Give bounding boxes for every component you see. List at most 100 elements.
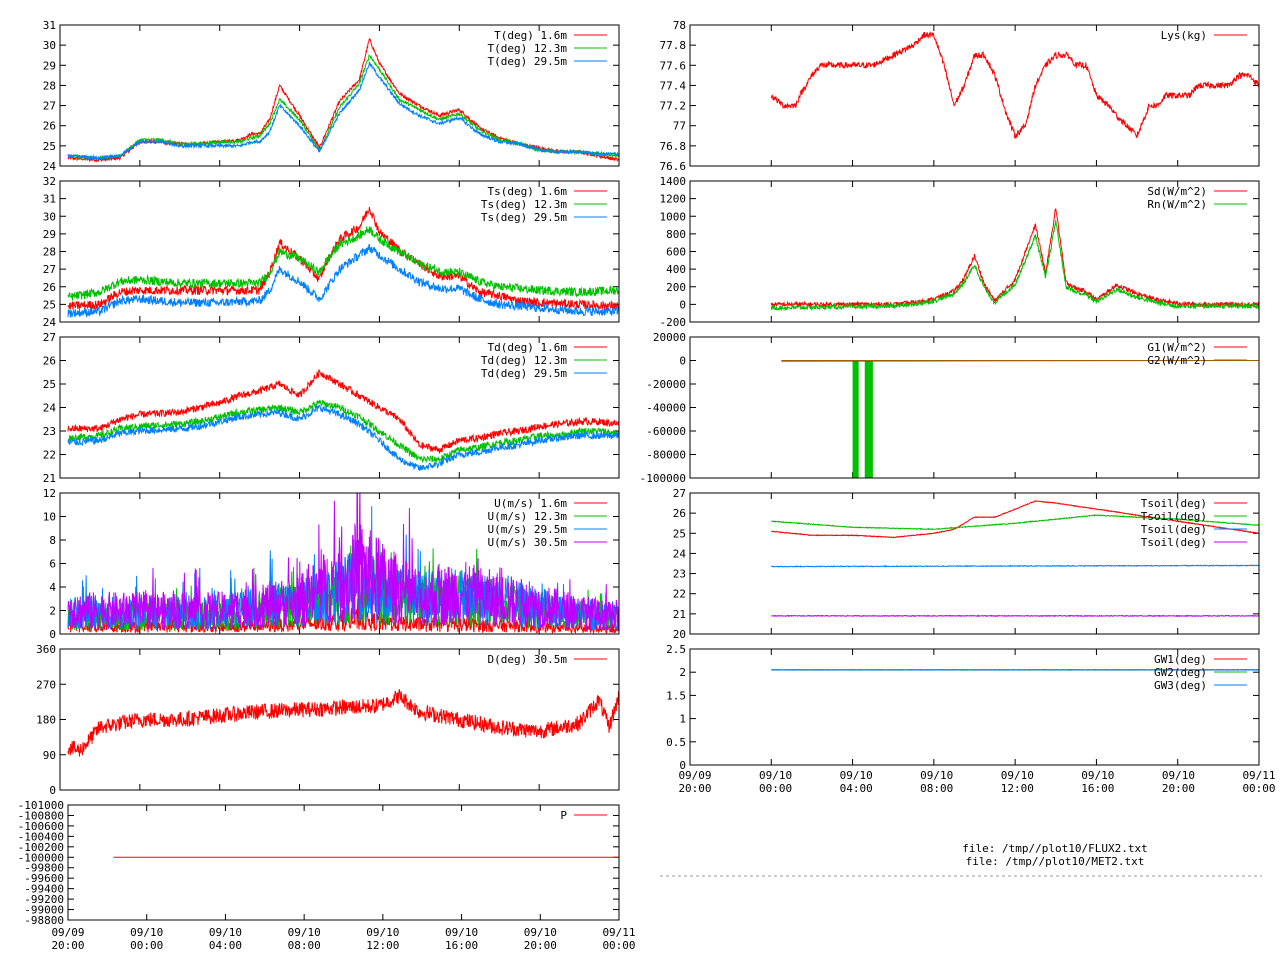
plot-area [770, 31, 1259, 139]
y-tick-label: 0 [679, 298, 686, 311]
legend-label: Td(deg) 29.5m [481, 367, 567, 380]
y-tick-label: 23 [43, 425, 56, 438]
chart-sd: -200 0 200 400 600 800 1000 1200 1400 Sd(W/m^2)Rn… [660, 175, 1260, 329]
y-tick-label: 24 [43, 402, 57, 415]
x-tick-time: 00:00 [1242, 782, 1275, 795]
y-tick-label: 400 [666, 263, 686, 276]
x-tick-date: 09/10 [920, 769, 953, 782]
x-tick-date: 09/10 [288, 926, 321, 939]
plot-area [770, 208, 1259, 312]
x-tick-time: 20:00 [678, 782, 711, 795]
plot-area [67, 207, 619, 319]
plot-area [67, 38, 619, 163]
x-tick-date: 09/09 [51, 926, 84, 939]
legend-label: Td(deg) 12.3m [481, 354, 567, 367]
series-line-sd-0 [770, 208, 1259, 309]
plot-frame [689, 648, 1260, 766]
legend-label: Rn(W/m^2) [1147, 198, 1207, 211]
x-tick-time: 04:00 [209, 939, 242, 952]
x-tick-time: 00:00 [602, 939, 635, 952]
legend-label: U(m/s) 12.3m [488, 510, 568, 523]
plot-frame [59, 492, 620, 635]
y-tick-label: -100800 [18, 809, 64, 822]
y-tick-label: 24 [673, 547, 687, 560]
x-tick-date: 09/10 [1081, 769, 1114, 782]
data-bar [864, 360, 873, 478]
y-tick-label: 20 [673, 628, 686, 641]
y-tick-label: 27 [43, 331, 56, 344]
series-line-tsoil-1 [770, 514, 1259, 531]
y-tick-label: 28 [43, 246, 56, 259]
chart-p: -98800-99000-99200-99400-99600-99800-100… [18, 799, 620, 927]
legend-label: G1(W/m^2) [1147, 341, 1207, 354]
y-tick-label: -100200 [18, 841, 64, 854]
series-line-gw-2 [771, 668, 1259, 671]
y-tick-label: 2 [49, 605, 56, 618]
legend-label: P [560, 809, 567, 822]
legend-label: Tsoil(deg) [1141, 536, 1207, 549]
series-line-sd-1 [770, 220, 1259, 312]
series-line-tsoil-2 [770, 564, 1259, 568]
plot-area [67, 493, 619, 634]
y-tick-label: 2 [679, 666, 686, 679]
y-tick-label: 77.2 [660, 100, 687, 113]
x-tick-time: 12:00 [1001, 782, 1034, 795]
y-tick-label: 31 [43, 193, 56, 206]
y-tick-label: -200 [660, 316, 687, 329]
series-line-ts-1 [67, 226, 619, 301]
x-tick-date: 09/10 [130, 926, 163, 939]
y-tick-label: 1200 [660, 193, 687, 206]
y-tick-label: 0 [49, 628, 56, 641]
y-tick-label: -40000 [646, 402, 686, 415]
legend-label: GW3(deg) [1154, 679, 1207, 692]
plot-area [781, 360, 1259, 478]
y-tick-label: 24 [43, 316, 57, 329]
y-tick-label: 800 [666, 228, 686, 241]
chart-lys: 76.6 76.8 77 77.2 77.4 77.6 77.8 78 Lys(kg) [660, 19, 1260, 173]
y-tick-label: 29 [43, 59, 56, 72]
x-tick-date: 09/10 [445, 926, 478, 939]
file-info: file: /tmp//plot10/FLUX2.txt file: /tmp/… [660, 842, 1262, 877]
plot-area [770, 500, 1259, 618]
y-tick-label: 10 [43, 511, 56, 524]
legend-label: T(deg) 1.6m [494, 29, 567, 42]
legend-label: U(m/s) 29.5m [488, 523, 568, 536]
x-tick-time: 20:00 [51, 939, 84, 952]
y-tick-label: 26 [43, 281, 56, 294]
y-tick-label: 1.5 [666, 689, 686, 702]
series-line-t-2 [67, 61, 619, 161]
series-line-ts-2 [67, 244, 619, 319]
plot-area [67, 689, 619, 757]
y-tick-label: -99200 [24, 893, 64, 906]
legend-label: Tsoil(deg) [1141, 497, 1207, 510]
y-tick-label: 0 [49, 784, 56, 797]
plot-frame [689, 180, 1260, 323]
y-tick-label: 180 [36, 714, 56, 727]
legend-label: D(deg) 30.5m [488, 653, 568, 666]
legend-label: Lys(kg) [1161, 29, 1207, 42]
y-tick-label: -100400 [18, 830, 64, 843]
x-tick-time: 04:00 [840, 782, 873, 795]
y-tick-label: 21 [673, 608, 686, 621]
plot-frame [689, 492, 1260, 635]
x-tick-date: 09/11 [602, 926, 635, 939]
legend-label: GW2(deg) [1154, 666, 1207, 679]
y-tick-label: 31 [43, 19, 56, 32]
plot-frame [59, 180, 620, 323]
legend-label: T(deg) 29.5m [488, 55, 568, 68]
series-line-lys-0 [770, 31, 1259, 139]
chart-g: -100000 -80000 -60000 -40000 -20000 0 20000 G1(… [640, 331, 1260, 485]
x-tick-time: 08:00 [288, 939, 321, 952]
plot-frame [59, 24, 620, 167]
y-tick-label: -100000 [640, 472, 686, 485]
y-tick-label: 600 [666, 246, 686, 259]
legend-label: GW1(deg) [1154, 653, 1207, 666]
y-tick-label: 4 [49, 581, 56, 594]
y-tick-label: 1000 [660, 210, 687, 223]
y-tick-label: 25 [43, 140, 56, 153]
x-tick-date: 09/10 [1001, 769, 1034, 782]
y-tick-label: -99800 [24, 862, 64, 875]
